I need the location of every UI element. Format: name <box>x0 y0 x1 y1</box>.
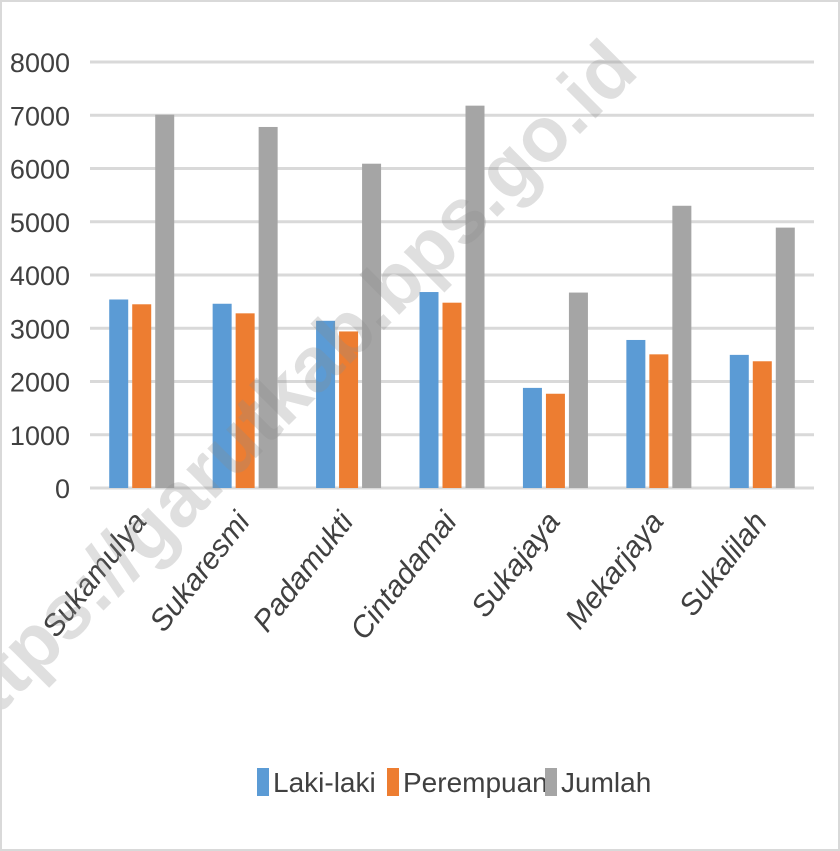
bar-jumlah-padamukti <box>362 163 382 488</box>
bar-jumlah-sukajaya <box>568 292 588 488</box>
y-tick-label: 5000 <box>10 208 70 238</box>
bar-laki-laki-cintadamai <box>419 292 439 488</box>
y-tick-label: 8000 <box>10 48 70 78</box>
bar-jumlah-sukamulya <box>155 114 175 488</box>
bars <box>109 105 795 489</box>
bar-laki-laki-padamukti <box>316 320 336 488</box>
y-tick-label: 6000 <box>10 155 70 185</box>
bar-jumlah-cintadamai <box>465 105 485 488</box>
bar-jumlah-sukalilah <box>775 227 795 489</box>
legend-swatch <box>257 768 269 796</box>
bar-laki-laki-sukamulya <box>109 299 129 488</box>
y-tick-label: 0 <box>55 474 70 504</box>
legend-label: Laki-laki <box>273 767 376 798</box>
y-tick-label: 2000 <box>10 368 70 398</box>
gridlines <box>90 60 814 490</box>
legend-label: Perempuan <box>403 767 548 798</box>
bar-perempuan-sukajaya <box>545 393 565 488</box>
bar-perempuan-sukaresmi <box>235 313 255 488</box>
x-tick-label: Cintadamai <box>344 505 464 646</box>
legend-swatch <box>545 768 557 796</box>
legend: Laki-laki Perempuan Jumlah <box>257 767 651 798</box>
y-tick-label: 4000 <box>10 261 70 291</box>
bar-perempuan-padamukti <box>339 331 359 488</box>
y-tick-label: 7000 <box>10 101 70 131</box>
y-tick-label: 3000 <box>10 314 70 344</box>
x-tick-label: Sukajaya <box>465 506 567 624</box>
watermark: https://garutkab.bps.go.id <box>2 23 653 762</box>
bar-perempuan-cintadamai <box>442 302 462 488</box>
legend-swatch <box>387 768 399 796</box>
x-tick-label: Mekarjaya <box>559 506 670 635</box>
x-tick-label: Sukalilah <box>673 506 774 622</box>
bar-laki-laki-sukaresmi <box>212 303 232 488</box>
y-axis-ticks: 0 1000 2000 3000 4000 5000 6000 7000 8000 <box>10 48 70 504</box>
bar-jumlah-mekarjaya <box>672 205 692 488</box>
bar-perempuan-sukamulya <box>132 304 152 488</box>
bar-perempuan-sukalilah <box>752 361 772 488</box>
bar-perempuan-mekarjaya <box>649 354 669 488</box>
bar-laki-laki-mekarjaya <box>626 339 646 488</box>
legend-label: Jumlah <box>561 767 651 798</box>
bar-laki-laki-sukajaya <box>522 387 542 488</box>
bar-jumlah-sukaresmi <box>258 126 278 488</box>
y-tick-label: 1000 <box>10 421 70 451</box>
x-tick-label: Padamukti <box>247 505 361 638</box>
bar-laki-laki-sukalilah <box>729 354 749 488</box>
